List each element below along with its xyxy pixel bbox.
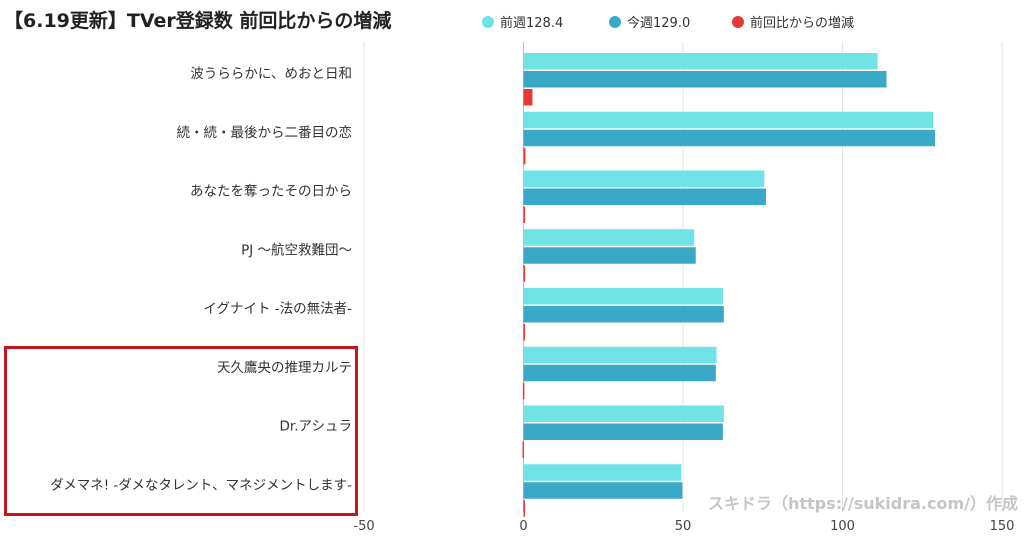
x-tick-label: 100 <box>830 519 855 534</box>
category-label: PJ 〜航空救難団〜 <box>241 242 352 258</box>
category-label: 波うららかに、めおと日和 <box>190 66 352 82</box>
bar-prev-week <box>523 170 765 187</box>
highlight-box <box>4 346 358 516</box>
bar-this-week <box>523 364 716 382</box>
bar-prev-week <box>523 464 682 481</box>
bar-change <box>523 206 526 223</box>
category-label: ダメマネ! -ダメなタレント、マネジメントします- <box>50 477 352 493</box>
bar-change <box>523 147 526 165</box>
category-label: 続・続・最後から二番目の恋 <box>177 124 353 141</box>
bar-prev-week <box>523 53 878 70</box>
bar-this-week <box>523 306 724 323</box>
category-label: あなたを奪ったその日から <box>190 183 352 200</box>
category-label: イグナイト -法の無法者- <box>203 301 352 317</box>
bar-prev-week <box>523 405 724 422</box>
legend-label-this-week: 今週129.0 <box>627 16 691 31</box>
bar-change <box>523 324 525 341</box>
x-tick-label: 0 <box>519 519 527 534</box>
x-tick-label: 150 <box>990 519 1015 534</box>
bar-prev-week <box>523 229 695 246</box>
legend-item-change: 前回比からの増減 <box>732 12 854 31</box>
legend-dot-this-week <box>609 16 621 28</box>
category-label: Dr.アシュラ <box>280 419 352 435</box>
bar-prev-week <box>523 346 717 364</box>
legend-item-this-week: 今週129.0 <box>609 12 690 31</box>
bar-change <box>523 89 533 106</box>
x-tick-label: 50 <box>675 519 692 534</box>
legend-label-change: 前回比からの増減 <box>750 16 855 31</box>
bar-change <box>523 265 526 282</box>
legend-item-prev-week: 前週128.4 <box>482 12 563 31</box>
bar-this-week <box>523 129 936 147</box>
x-tick-label: -50 <box>353 519 374 534</box>
bar-this-week <box>523 188 766 205</box>
bar-this-week <box>523 482 683 499</box>
bar-change <box>522 441 525 458</box>
bar-this-week <box>523 247 696 264</box>
bar-this-week <box>523 71 887 88</box>
bar-prev-week <box>523 288 723 305</box>
category-label: 天久鷹央の推理カルテ <box>217 360 352 376</box>
bar-change <box>522 382 525 400</box>
legend-dot-change <box>732 16 744 28</box>
bar-this-week <box>523 423 723 440</box>
chart-title: 【6.19更新】TVer登録数 前回比からの増減 <box>4 10 392 32</box>
bar-change <box>523 500 525 517</box>
bar-prev-week <box>523 111 934 129</box>
legend-dot-prev-week <box>482 16 494 28</box>
watermark: スキドラ（https://sukidra.com/）作成 <box>707 494 1018 513</box>
legend-label-prev-week: 前週128.4 <box>500 16 564 31</box>
